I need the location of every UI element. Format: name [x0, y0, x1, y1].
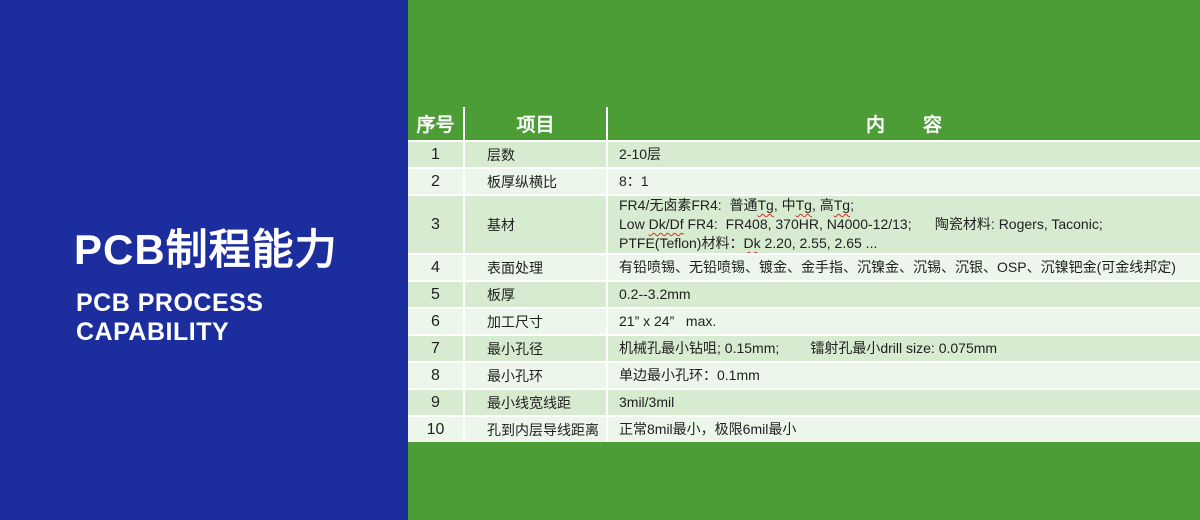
row-number-cell: 5: [408, 282, 463, 307]
row-content-cell: 21” x 24” max.: [608, 309, 1200, 334]
row-number-cell: 9: [408, 390, 463, 415]
content-line: Low Dk/Df FR4: FR408, 370HR, N4000-12/13…: [619, 216, 1103, 232]
row-content-cell: 3mil/3mil: [608, 390, 1200, 415]
page-subtitle-line1: PCB PROCESS: [76, 289, 264, 317]
content-line: 8：1: [619, 173, 649, 189]
row-number-cell: 3: [408, 196, 463, 253]
page-title: PCB制程能力: [74, 226, 338, 273]
row-content-cell: 机械孔最小钻咀; 0.15mm; 镭射孔最小drill size: 0.075m…: [608, 336, 1200, 361]
content-line: FR4/无卤素FR4: 普通Tg, 中Tg, 高Tg;: [619, 197, 854, 213]
content-line: 2-10层: [619, 146, 662, 162]
row-content-cell: 正常8mil最小，极限6mil最小: [608, 417, 1200, 442]
row-number-cell: 8: [408, 363, 463, 388]
row-item-cell: 孔到内层导线距离: [465, 417, 606, 442]
content-line: PTFE(Teflon)材料：Dk 2.20, 2.55, 2.65 ...: [619, 235, 878, 251]
row-item-cell: 板厚纵横比: [465, 169, 606, 194]
row-item-cell: 基材: [465, 196, 606, 253]
row-number-cell: 6: [408, 309, 463, 334]
column-header-item: 项目: [465, 107, 606, 140]
page-subtitle-line2: CAPABILITY: [76, 318, 230, 346]
left-panel: PCB制程能力 PCB PROCESS CAPABILITY: [0, 0, 408, 520]
row-content-cell: 2-10层: [608, 142, 1200, 167]
row-item-cell: 最小孔环: [465, 363, 606, 388]
row-item-cell: 层数: [465, 142, 606, 167]
row-item-cell: 表面处理: [465, 255, 606, 280]
row-content-cell: 单边最小孔环：0.1mm: [608, 363, 1200, 388]
row-number-cell: 4: [408, 255, 463, 280]
page-subtitle: PCB PROCESS CAPABILITY: [76, 289, 263, 347]
row-number-cell: 10: [408, 417, 463, 442]
row-number-cell: 2: [408, 169, 463, 194]
row-number-cell: 1: [408, 142, 463, 167]
row-number-cell: 7: [408, 336, 463, 361]
content-line: 正常8mil最小，极限6mil最小: [619, 421, 797, 437]
row-item-cell: 最小孔径: [465, 336, 606, 361]
content-line: 21” x 24” max.: [619, 313, 717, 329]
row-item-cell: 板厚: [465, 282, 606, 307]
row-content-cell: 有铅喷锡、无铅喷锡、镀金、金手指、沉镍金、沉锡、沉银、OSP、沉镍钯金(可金线邦…: [608, 255, 1200, 280]
row-item-cell: 加工尺寸: [465, 309, 606, 334]
capability-table: 序号 项目 内 容 1 层数 2-10层 2 板厚纵横比 8：1 3 基材 FR4/无卤素FR4…: [408, 107, 1200, 442]
row-item-cell: 最小线宽线距: [465, 390, 606, 415]
content-line: 有铅喷锡、无铅喷锡、镀金、金手指、沉镍金、沉锡、沉银、OSP、沉镍钯金(可金线邦…: [619, 259, 1176, 275]
row-content-cell: 0.2--3.2mm: [608, 282, 1200, 307]
content-line: 机械孔最小钻咀; 0.15mm; 镭射孔最小drill size: 0.075m…: [619, 340, 998, 356]
capability-table-wrap: 序号 项目 内 容 1 层数 2-10层 2 板厚纵横比 8：1 3 基材 FR4/无卤素FR4…: [408, 107, 1200, 442]
content-line: 0.2--3.2mm: [619, 286, 691, 302]
content-line: 单边最小孔环：0.1mm: [619, 367, 760, 383]
row-content-cell: FR4/无卤素FR4: 普通Tg, 中Tg, 高Tg; Low Dk/Df FR4…: [608, 196, 1200, 253]
column-header-no: 序号: [408, 107, 463, 140]
content-line: 3mil/3mil: [619, 394, 675, 410]
column-header-content: 内 容: [608, 107, 1200, 140]
row-content-cell: 8：1: [608, 169, 1200, 194]
